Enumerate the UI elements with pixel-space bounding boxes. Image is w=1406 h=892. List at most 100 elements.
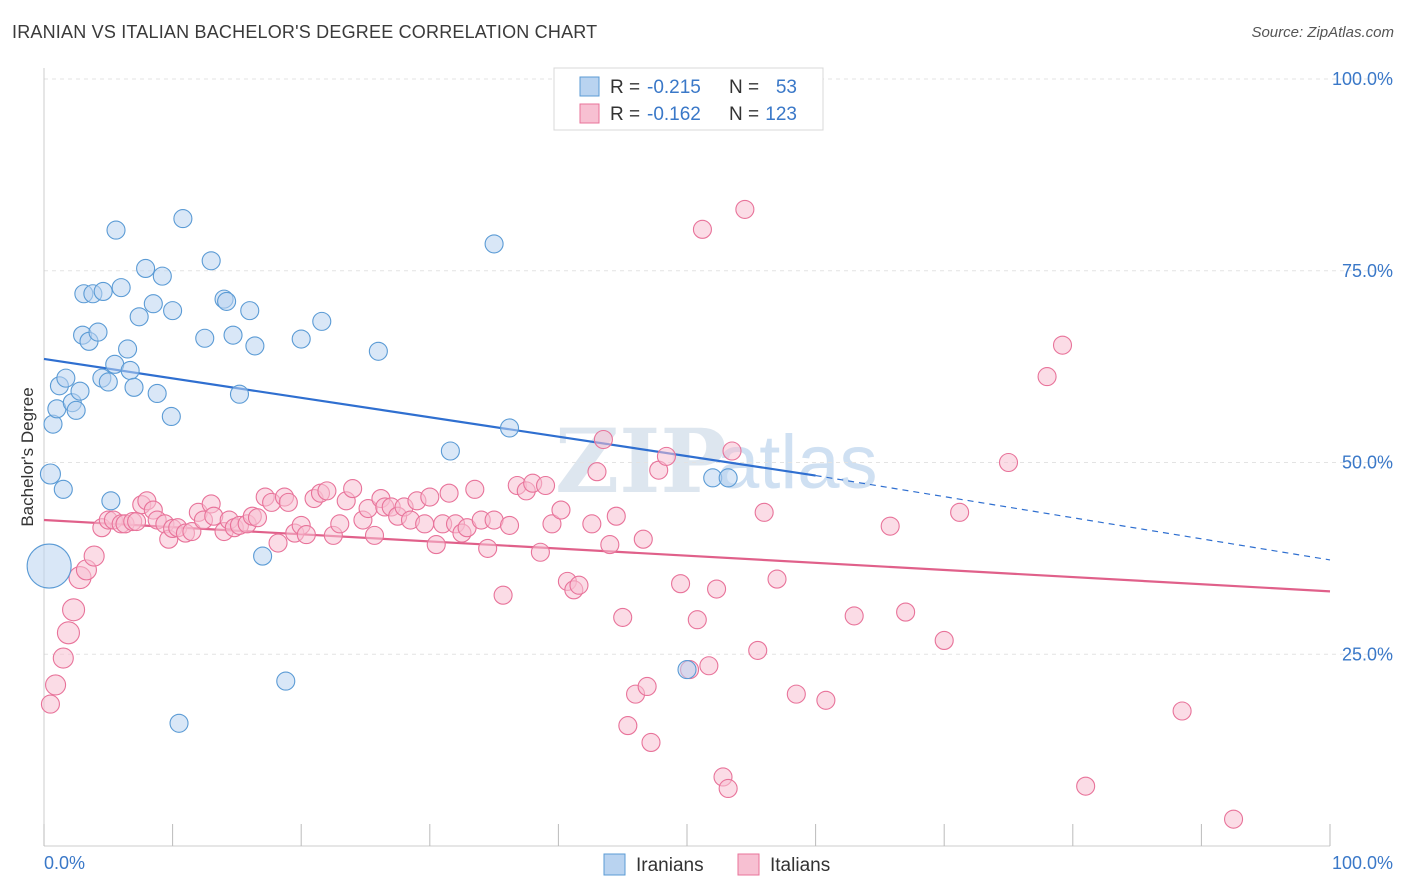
italian-point-108 [748, 640, 768, 660]
italian-point-86 [587, 462, 607, 482]
italian-point-43 [296, 525, 316, 545]
watermark: ZIP atlas [555, 409, 878, 513]
x-tick-label-max: 100.0% [1332, 853, 1393, 873]
italian-point-1 [45, 674, 67, 696]
axes [43, 68, 1331, 847]
italian-point-102 [699, 656, 719, 676]
italian-point-91 [618, 716, 638, 736]
legend-n-label-2: N = [729, 104, 759, 125]
italian-point-2 [52, 647, 74, 669]
italian-point-79 [535, 475, 556, 496]
iranian-point-16 [98, 372, 118, 392]
italian-point-114 [880, 516, 900, 536]
italian-point-90 [613, 607, 633, 627]
italian-point-69 [465, 479, 485, 499]
iranian-point-23 [120, 360, 140, 381]
bottom-legend-swatch-iranians [603, 853, 626, 876]
y-axis-title: Bachelor's Degree [18, 387, 37, 526]
iranian-point-5 [53, 479, 73, 499]
iranian-point-50 [677, 660, 697, 680]
italian-point-123 [1224, 809, 1244, 829]
legend-r-value-1: -0.215 [647, 77, 701, 98]
italian-point-89 [606, 506, 626, 526]
iranian-point-25 [129, 307, 149, 327]
legend-n-value-1: 53 [776, 77, 797, 98]
iranian-point-24 [124, 377, 144, 397]
italian-point-48 [330, 514, 350, 534]
italian-point-95 [641, 732, 661, 753]
italian-point-73 [493, 585, 513, 605]
legend-swatch-iranians [579, 76, 600, 97]
iranian-point-14 [88, 322, 108, 342]
iranian-point-20 [106, 220, 126, 240]
italian-point-117 [950, 502, 970, 522]
grid [44, 78, 1392, 655]
italian-point-120 [1052, 335, 1073, 355]
italian-point-109 [754, 502, 774, 522]
x-tick-label-min: 0.0% [44, 853, 85, 873]
iranians-trendline-extension [815, 474, 1331, 561]
iranian-point-32 [169, 713, 189, 733]
italian-point-105 [718, 778, 738, 799]
italian-point-40 [278, 492, 298, 512]
italian-point-62 [420, 487, 440, 507]
italian-point-115 [896, 602, 916, 622]
y-tick-label-75: 75.0% [1342, 261, 1393, 281]
iranian-point-42 [253, 546, 273, 566]
iranian-point-17 [93, 281, 113, 302]
italian-point-65 [439, 483, 459, 503]
legend-r-label-2: R = [610, 104, 640, 125]
iranians-trendline [43, 357, 816, 477]
watermark-zip: ZIP [555, 409, 727, 513]
italian-point-119 [1037, 367, 1057, 387]
iranian-point-8 [66, 400, 86, 420]
iranian-point-34 [195, 328, 215, 348]
iranian-point-1 [39, 463, 61, 485]
legend-n-value-2: 123 [765, 104, 797, 125]
italian-point-88 [600, 535, 620, 555]
iranian-point-18 [101, 491, 121, 511]
italian-point-81 [551, 500, 571, 520]
iranian-point-38 [223, 325, 243, 345]
italian-point-93 [633, 529, 653, 549]
iranian-point-33 [173, 209, 193, 229]
legend-r-label-1: R = [610, 77, 640, 98]
italian-point-103 [707, 579, 727, 599]
iranian-point-26 [136, 258, 156, 278]
italian-point-78 [530, 542, 550, 562]
italian-point-7 [83, 545, 105, 567]
y-tick-label-100: 100.0% [1332, 69, 1393, 89]
legend-n-label-1: N = [729, 77, 759, 98]
iranian-point-43 [276, 671, 296, 691]
italian-point-94 [637, 676, 657, 697]
italian-point-118 [998, 452, 1019, 473]
italian-point-61 [415, 514, 435, 534]
iranian-point-45 [312, 311, 332, 331]
iranian-point-6 [56, 368, 76, 388]
iranian-point-35 [201, 251, 221, 271]
italian-point-4 [62, 598, 86, 622]
bottom-legend-swatch-italians [737, 853, 760, 876]
bottom-legend: Iranians Italians [603, 853, 830, 876]
iranian-point-49 [499, 418, 520, 438]
italian-point-101 [692, 219, 712, 239]
italian-point-106 [722, 441, 742, 461]
italian-point-46 [317, 481, 337, 501]
iranian-point-44 [291, 329, 311, 349]
italian-point-3 [56, 621, 80, 645]
italian-point-107 [735, 199, 755, 219]
legend: R = -0.215 N = 53 R = -0.162 N = 123 [553, 67, 824, 131]
italian-point-113 [844, 606, 864, 626]
italian-point-85 [582, 514, 602, 534]
italian-point-116 [934, 630, 954, 650]
italian-point-24 [182, 521, 202, 542]
italian-point-63 [426, 535, 446, 555]
italian-point-71 [478, 538, 498, 558]
iranian-point-41 [245, 336, 265, 356]
iranian-point-9 [70, 381, 90, 401]
italian-point-14 [127, 512, 147, 532]
italian-point-97 [656, 446, 676, 466]
iranian-point-40 [240, 301, 260, 321]
italians-trendline [43, 518, 1331, 593]
